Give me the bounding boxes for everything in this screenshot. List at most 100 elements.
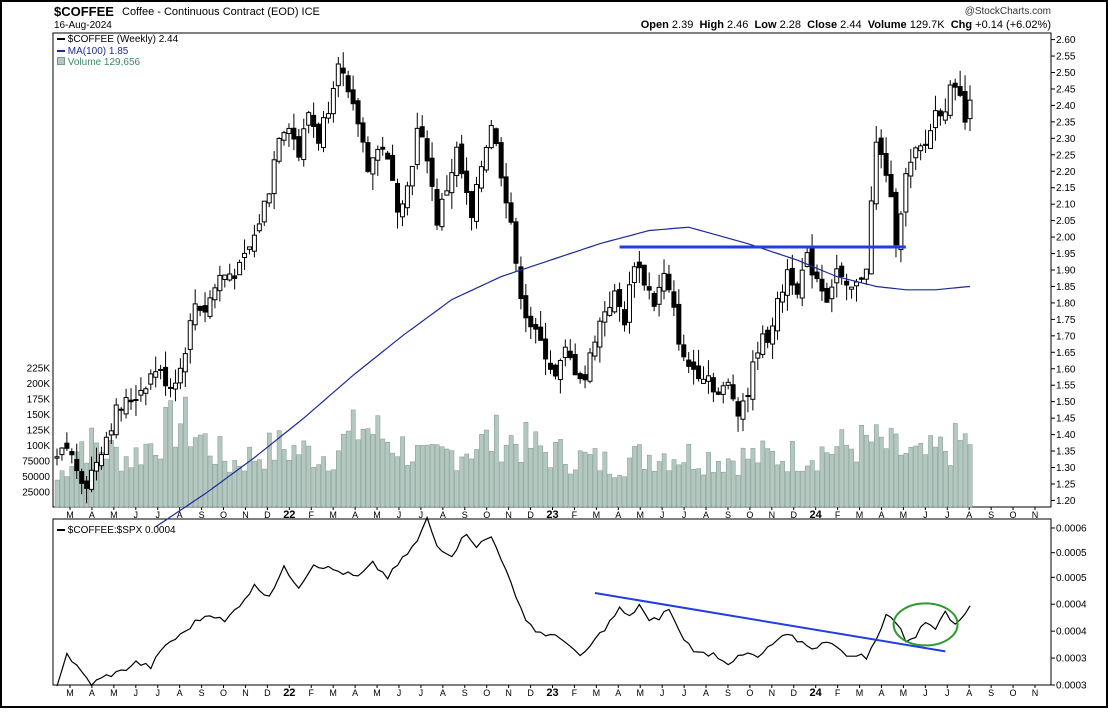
volume-bar bbox=[474, 449, 479, 508]
volume-bar bbox=[291, 445, 297, 508]
volume-bar bbox=[770, 450, 776, 508]
price-x-tick-label: A bbox=[615, 510, 621, 520]
volume-bar bbox=[503, 444, 509, 508]
volume-bar bbox=[686, 444, 692, 508]
volume-bar bbox=[390, 452, 396, 508]
volume-bar bbox=[755, 462, 761, 508]
candle-body bbox=[266, 193, 272, 204]
ratio-y-tick-label: 0.0005 bbox=[1056, 548, 1087, 559]
price-y-tick-label: 2.40 bbox=[1056, 101, 1076, 112]
legend-price: $COFFEE (Weekly) 2.44 bbox=[57, 34, 178, 45]
candle-body bbox=[691, 361, 697, 370]
volume-bar bbox=[745, 458, 751, 508]
candle-body bbox=[577, 373, 583, 380]
ratio-x-tick-label: A bbox=[966, 688, 972, 698]
candle-body bbox=[676, 303, 682, 345]
candle-body bbox=[222, 274, 228, 280]
volume-y-tick-label: 75000 bbox=[22, 457, 50, 468]
volume-bar bbox=[365, 428, 371, 508]
volume-bar bbox=[321, 456, 326, 508]
volume-bar bbox=[563, 464, 568, 508]
price-y-tick-label: 2.15 bbox=[1056, 183, 1076, 194]
candle-body bbox=[765, 329, 771, 343]
volume-bar bbox=[957, 440, 963, 508]
low-label: Low bbox=[754, 19, 777, 31]
candle-body bbox=[409, 165, 415, 187]
volume-bar bbox=[642, 468, 647, 508]
highlight-circle bbox=[892, 602, 959, 647]
close-value: 2.44 bbox=[840, 19, 862, 31]
price-x-tick-label: J bbox=[682, 510, 687, 520]
ratio-x-tick-label: J bbox=[419, 688, 424, 698]
candle-body bbox=[957, 86, 963, 96]
volume-bar bbox=[651, 471, 657, 508]
volume-bar bbox=[153, 455, 159, 508]
volume-bar bbox=[928, 435, 933, 508]
price-x-tick-label: F bbox=[309, 510, 315, 520]
candle-body bbox=[320, 117, 326, 149]
volume-bar bbox=[765, 448, 771, 508]
volume-bar bbox=[336, 450, 341, 508]
ratio-x-tick-label: N bbox=[505, 688, 512, 698]
candle-body bbox=[237, 261, 243, 276]
candle-body bbox=[898, 213, 904, 251]
ratio-x-tick-label: N bbox=[769, 688, 776, 698]
volume-bar bbox=[706, 452, 711, 508]
volume-bar bbox=[133, 447, 139, 508]
legend-volume-label: Volume 129,656 bbox=[67, 57, 141, 68]
price-y-tick-label: 1.50 bbox=[1056, 397, 1076, 408]
candle-body bbox=[725, 381, 731, 386]
volume-bar bbox=[854, 461, 859, 508]
volume-bar bbox=[370, 434, 376, 508]
candle-body bbox=[681, 344, 687, 358]
ratio-x-tick-label: 22 bbox=[283, 687, 295, 699]
volume-bar bbox=[661, 453, 667, 508]
ratio-x-tick-label: A bbox=[703, 688, 709, 698]
ratio-x-tick-label: M bbox=[636, 688, 644, 698]
candle-body bbox=[306, 112, 312, 126]
volume-bar bbox=[804, 465, 810, 508]
ratio-x-tick-label: M bbox=[856, 688, 864, 698]
price-y-tick-label: 2.20 bbox=[1056, 167, 1076, 178]
price-x-tick-label: M bbox=[110, 510, 118, 520]
price-x-tick-label: 24 bbox=[810, 509, 823, 521]
candle-body bbox=[493, 128, 499, 144]
volume-bar bbox=[301, 440, 307, 508]
candle-body bbox=[158, 368, 164, 371]
candle-body bbox=[89, 469, 95, 490]
volume-bar bbox=[568, 473, 573, 508]
ratio-panel-frame bbox=[52, 518, 1052, 686]
candle-body bbox=[814, 271, 820, 280]
candle-body bbox=[227, 273, 233, 281]
volume-bar bbox=[913, 445, 919, 508]
volume-bar bbox=[711, 472, 716, 508]
candle-body bbox=[597, 320, 603, 348]
price-y-tick-label: 2.55 bbox=[1056, 52, 1076, 63]
volume-bar bbox=[607, 473, 613, 508]
candle-body bbox=[399, 203, 405, 218]
ratio-y-tick-label: 0.0006 bbox=[1056, 523, 1087, 534]
price-y-tick-label: 2.45 bbox=[1056, 84, 1076, 95]
candle-body bbox=[212, 287, 218, 301]
price-x-tick-label: A bbox=[966, 510, 972, 520]
volume-bar bbox=[326, 470, 331, 508]
price-x-tick-label: J bbox=[923, 510, 928, 520]
volume-bar bbox=[227, 471, 233, 508]
volume-bar bbox=[952, 423, 958, 508]
candle-body bbox=[478, 166, 484, 189]
volume-bar bbox=[113, 446, 119, 508]
ratio-y-tick-label: 0.0004 bbox=[1056, 600, 1087, 611]
volume-bar bbox=[419, 445, 425, 508]
volume-bar bbox=[484, 429, 489, 508]
ratio-x-tick-label: A bbox=[177, 688, 183, 698]
candle-body bbox=[330, 87, 336, 115]
volume-bar bbox=[178, 423, 183, 508]
ratio-x-tick-label: O bbox=[220, 688, 227, 698]
price-x-tick-label: J bbox=[397, 510, 402, 520]
ratio-x-tick-label: J bbox=[923, 688, 928, 698]
candle-body bbox=[483, 147, 489, 171]
candle-body bbox=[118, 408, 124, 411]
volume-bar bbox=[795, 470, 800, 508]
price-panel-frame bbox=[52, 32, 1052, 508]
symbol-title: $COFFEE bbox=[54, 4, 114, 19]
